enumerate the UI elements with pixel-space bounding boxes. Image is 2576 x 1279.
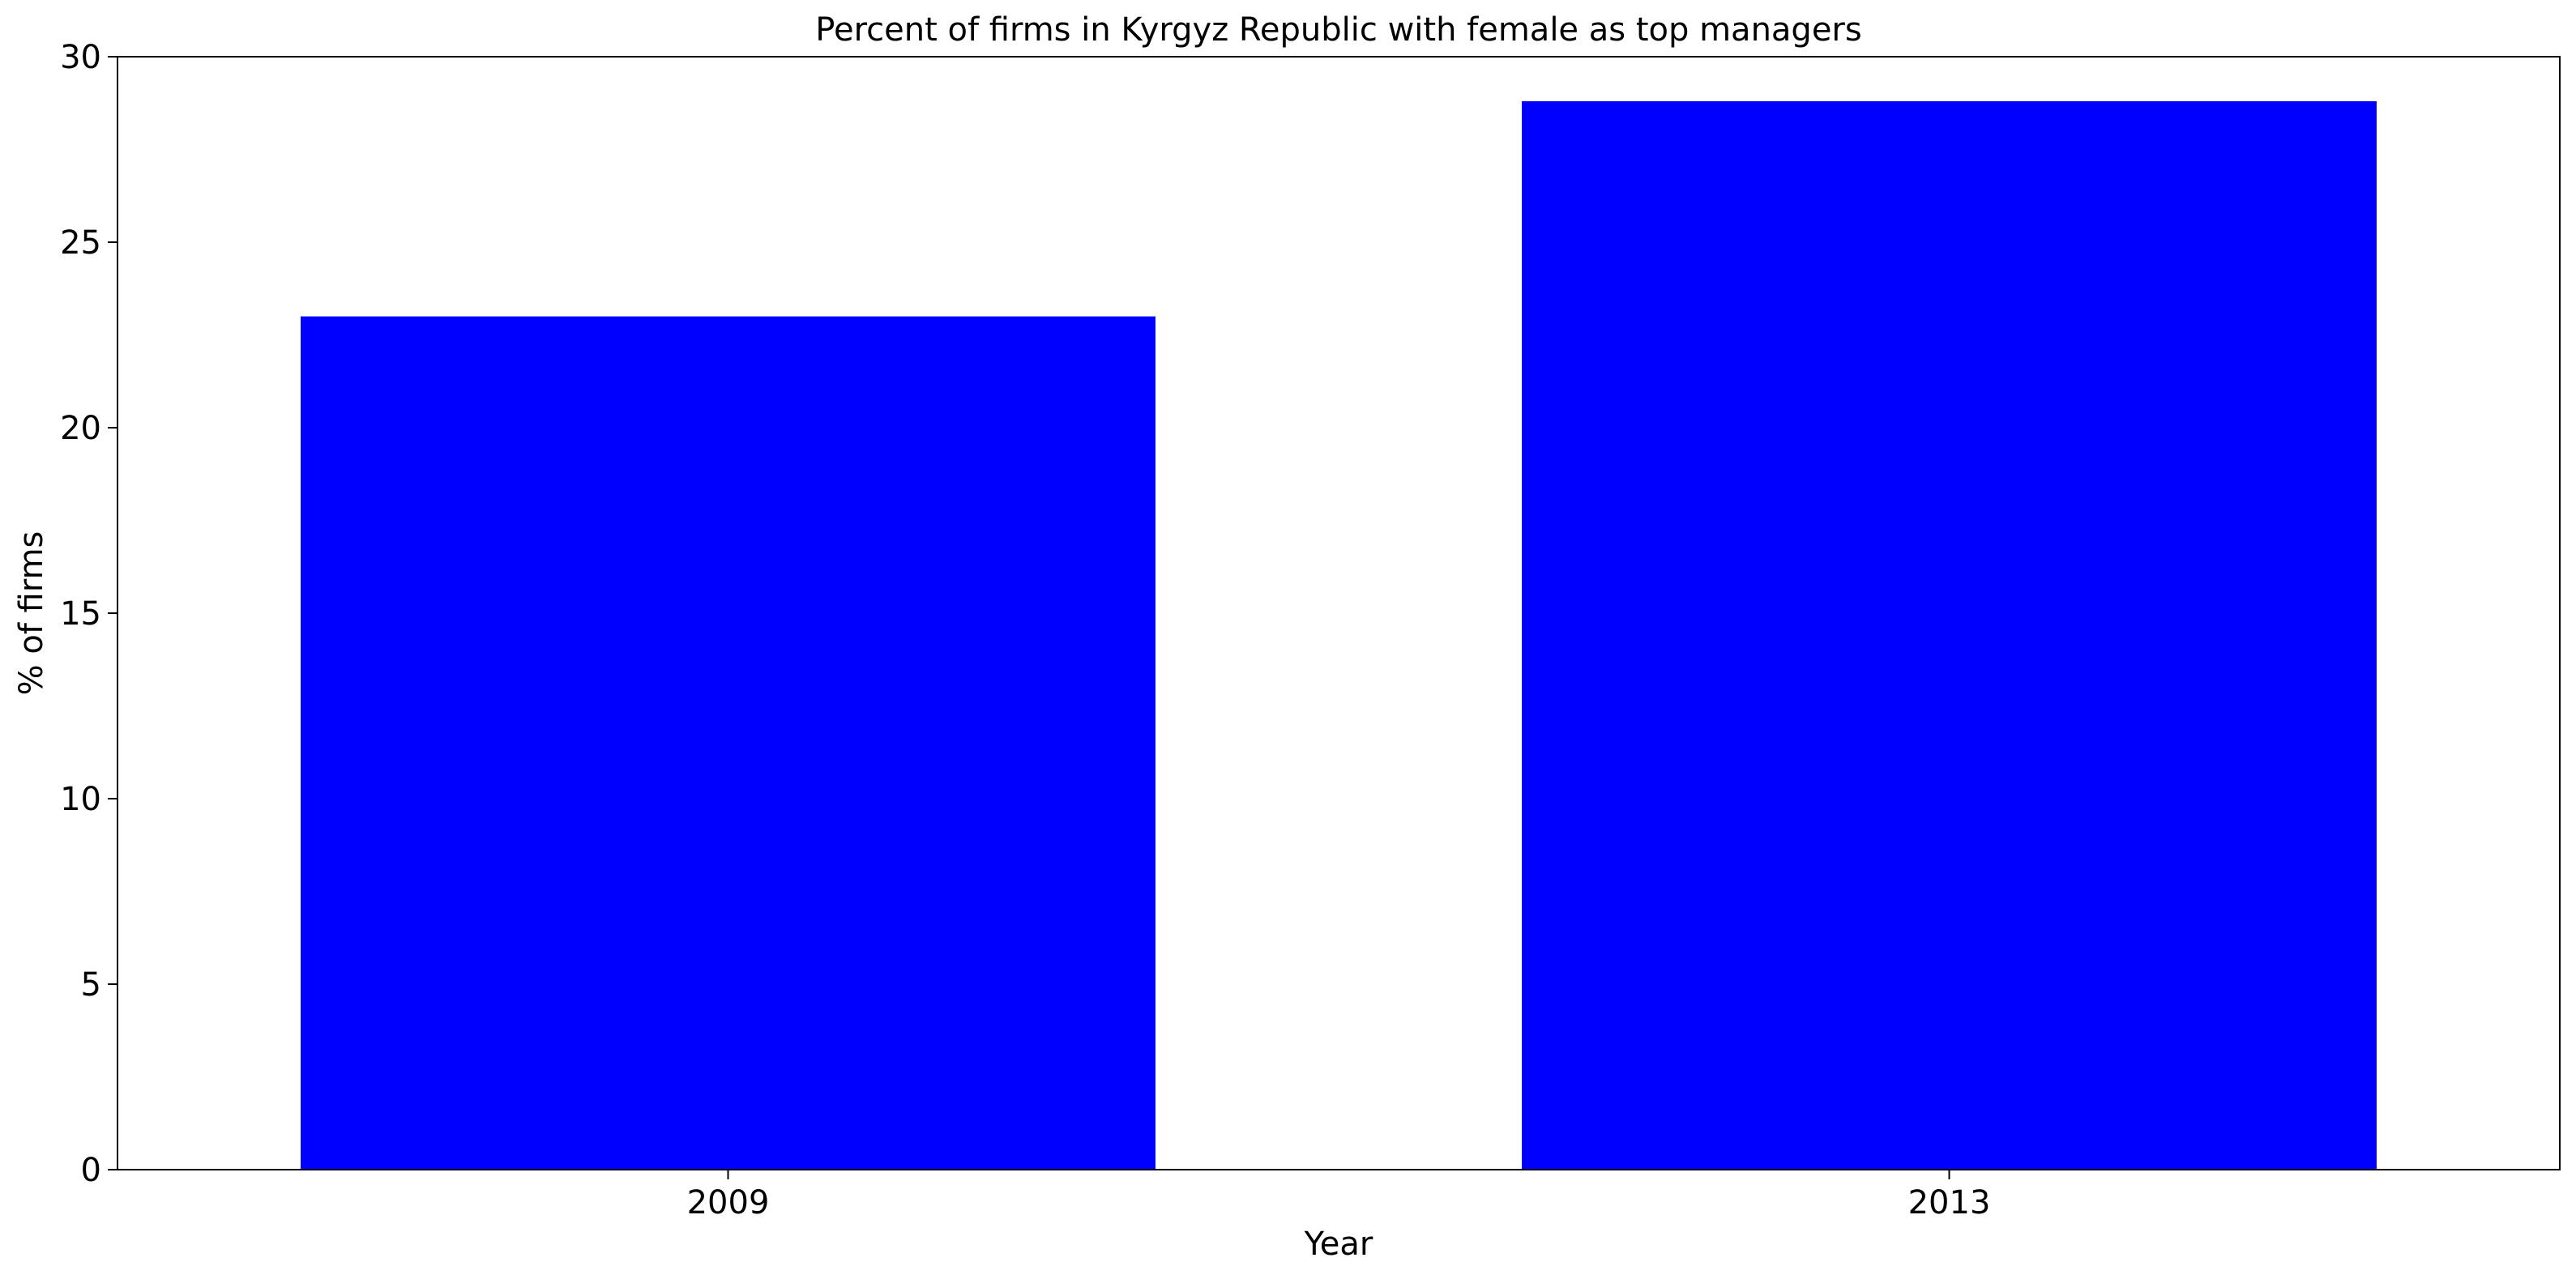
bar-2013 <box>1522 100 2377 1170</box>
x-tick-label: 2009 <box>687 1184 770 1221</box>
y-axis: 0 5 10 15 20 25 30 <box>60 39 117 1189</box>
y-tick-label: 15 <box>60 595 101 633</box>
y-tick-label: 30 <box>60 39 101 76</box>
y-axis-label: % of firms <box>13 531 50 696</box>
y-tick-label: 20 <box>60 410 101 447</box>
y-tick-label: 25 <box>60 224 101 262</box>
x-axis: 2009 2013 <box>687 1170 1991 1221</box>
bars <box>301 100 2377 1170</box>
chart-title: Percent of firms in Kyrgyz Republic with… <box>815 11 1861 49</box>
bar-2009 <box>301 316 1156 1170</box>
x-axis-label: Year <box>1304 1226 1373 1263</box>
y-tick-label: 0 <box>81 1152 101 1189</box>
y-tick-label: 5 <box>81 966 101 1004</box>
x-tick-label: 2013 <box>1908 1184 1991 1221</box>
y-tick-label: 10 <box>60 781 101 818</box>
